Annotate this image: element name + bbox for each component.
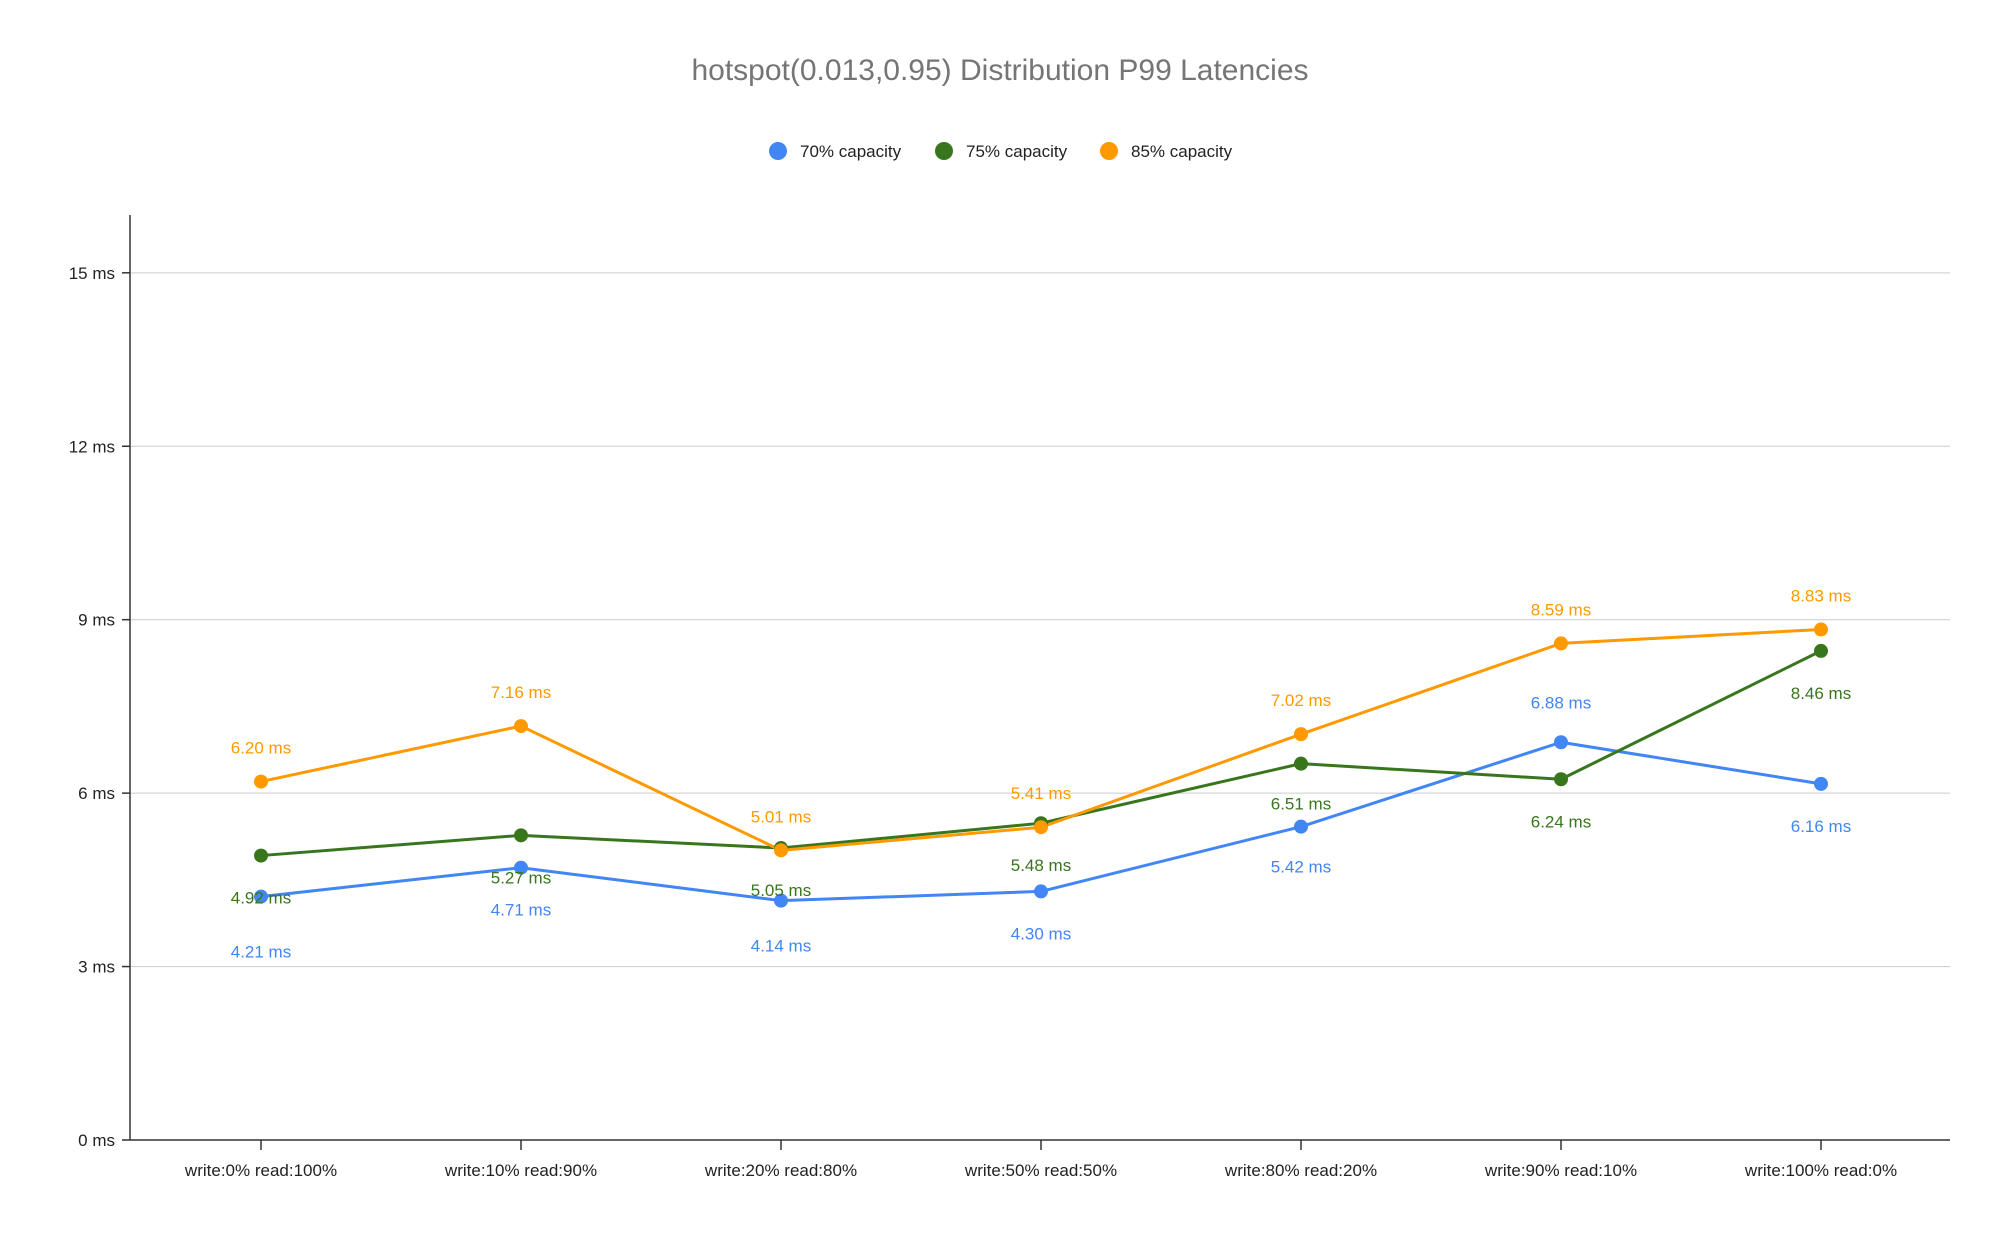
x-tick-label: write:100% read:0% bbox=[1744, 1161, 1897, 1180]
legend: 70% capacity 75% capacity 85% capacity bbox=[769, 142, 1233, 161]
x-tick-label: write:0% read:100% bbox=[184, 1161, 337, 1180]
data-label: 5.48 ms bbox=[1011, 856, 1071, 875]
data-label: 5.27 ms bbox=[491, 868, 551, 887]
data-point bbox=[1294, 819, 1308, 834]
x-tick-label: write:50% read:50% bbox=[964, 1161, 1117, 1180]
chart-title: hotspot(0.013,0.95) Distribution P99 Lat… bbox=[691, 54, 1308, 87]
data-point bbox=[254, 889, 268, 904]
data-point bbox=[1554, 636, 1568, 651]
data-point bbox=[1554, 735, 1568, 750]
data-point bbox=[774, 893, 788, 908]
y-tick-label: 15 ms bbox=[69, 264, 115, 283]
data-label: 7.16 ms bbox=[491, 683, 551, 702]
data-label: 4.92 ms bbox=[231, 889, 291, 908]
x-tick-label: write:10% read:90% bbox=[444, 1161, 597, 1180]
data-point bbox=[514, 860, 528, 875]
data-point bbox=[514, 828, 528, 843]
data-label: 4.71 ms bbox=[491, 901, 551, 920]
x-tick-label: write:90% read:10% bbox=[1484, 1161, 1637, 1180]
data-point bbox=[1034, 820, 1048, 835]
y-tick-label: 12 ms bbox=[69, 437, 115, 456]
x-tick-label: write:80% read:20% bbox=[1224, 1161, 1377, 1180]
legend-label: 85% capacity bbox=[1131, 142, 1233, 161]
data-point bbox=[1814, 776, 1828, 791]
data-label: 4.14 ms bbox=[751, 937, 811, 956]
data-point bbox=[1554, 772, 1568, 787]
x-tick-label: write:20% read:80% bbox=[704, 1161, 857, 1180]
data-label: 4.30 ms bbox=[1011, 924, 1071, 943]
legend-label: 75% capacity bbox=[966, 142, 1068, 161]
data-label: 8.46 ms bbox=[1791, 684, 1851, 703]
data-point bbox=[1814, 643, 1828, 658]
legend-marker bbox=[769, 142, 787, 160]
data-point bbox=[514, 719, 528, 734]
data-label: 6.51 ms bbox=[1271, 795, 1331, 814]
data-label: 6.24 ms bbox=[1531, 812, 1591, 831]
data-label: 6.20 ms bbox=[231, 739, 291, 758]
data-label: 6.88 ms bbox=[1531, 693, 1591, 712]
data-label: 7.02 ms bbox=[1271, 691, 1331, 710]
data-point bbox=[254, 848, 268, 863]
data-label: 5.01 ms bbox=[751, 807, 811, 826]
legend-label: 70% capacity bbox=[800, 142, 902, 161]
gridlines: 0 ms 3 ms 6 ms 9 ms 12 ms 15 ms bbox=[69, 264, 1950, 1150]
data-point bbox=[774, 843, 788, 858]
data-label: 8.59 ms bbox=[1531, 600, 1591, 619]
data-label: 8.83 ms bbox=[1791, 587, 1851, 606]
data-labels: 4.21 ms 4.71 ms 4.14 ms 4.30 ms 5.42 ms 6.88 … bbox=[231, 587, 1851, 962]
legend-marker bbox=[935, 142, 953, 160]
series-layer bbox=[254, 622, 1828, 908]
legend-marker bbox=[1100, 142, 1118, 160]
axes: write:0% read:100% write:10% read:90% writ… bbox=[129, 215, 1950, 1180]
data-label: 6.16 ms bbox=[1791, 817, 1851, 836]
y-tick-label: 0 ms bbox=[78, 1131, 115, 1150]
data-point bbox=[1294, 727, 1308, 742]
data-point bbox=[1294, 756, 1308, 771]
data-point bbox=[254, 774, 268, 789]
data-label: 5.41 ms bbox=[1011, 784, 1071, 803]
data-label: 4.21 ms bbox=[231, 943, 291, 962]
data-point bbox=[1034, 884, 1048, 899]
y-tick-label: 6 ms bbox=[78, 784, 115, 803]
data-point bbox=[1814, 622, 1828, 637]
data-label: 5.05 ms bbox=[751, 881, 811, 900]
y-tick-label: 3 ms bbox=[78, 958, 115, 977]
data-label: 5.42 ms bbox=[1271, 858, 1331, 877]
y-tick-label: 9 ms bbox=[78, 611, 115, 630]
